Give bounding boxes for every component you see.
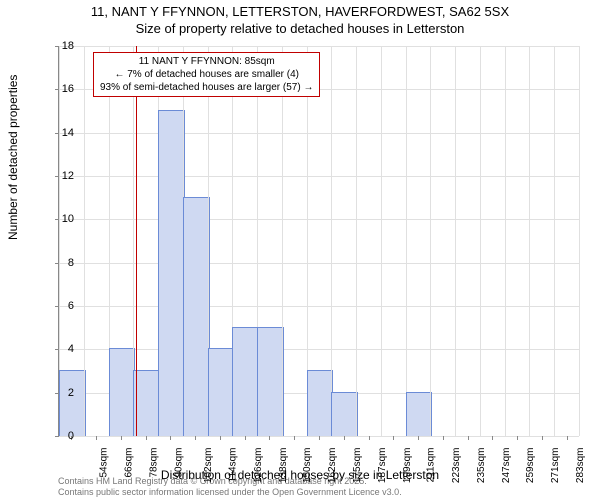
xtick-label: 90sqm <box>173 448 184 478</box>
gridline-v <box>430 46 431 436</box>
xtick-label: 247sqm <box>501 448 512 484</box>
ytick-label: 0 <box>54 430 74 442</box>
gridline-v <box>455 46 456 436</box>
xtick-mark <box>344 436 345 440</box>
xtick-label: 126sqm <box>253 448 264 484</box>
xtick-mark <box>245 436 246 440</box>
title-line-2: Size of property relative to detached ho… <box>136 21 465 36</box>
xtick-mark <box>319 436 320 440</box>
xtick-mark <box>195 436 196 440</box>
xtick-mark <box>294 436 295 440</box>
xtick-label: 54sqm <box>99 448 110 478</box>
xtick-mark <box>418 436 419 440</box>
xtick-mark <box>269 436 270 440</box>
xtick-label: 283sqm <box>575 448 586 484</box>
xtick-label: 259sqm <box>525 448 536 484</box>
xtick-label: 199sqm <box>402 448 413 484</box>
title-line-1: 11, NANT Y FFYNNON, LETTERSTON, HAVERFOR… <box>91 4 509 19</box>
histogram-bar <box>208 348 235 436</box>
ytick-label: 16 <box>54 83 74 95</box>
gridline-v <box>529 46 530 436</box>
gridline-v <box>406 46 407 436</box>
histogram-bar <box>331 392 358 436</box>
histogram-bar <box>232 327 259 436</box>
gridline-h <box>59 133 579 134</box>
xtick-mark <box>393 436 394 440</box>
gridline-v <box>579 46 580 436</box>
xtick-mark <box>220 436 221 440</box>
xtick-label: 78sqm <box>148 448 159 478</box>
xtick-mark <box>96 436 97 440</box>
gridline-h <box>59 46 579 47</box>
xtick-label: 150sqm <box>303 448 314 484</box>
histogram-bar <box>183 197 210 436</box>
footer-line-2: Contains public sector information licen… <box>58 487 402 497</box>
xtick-mark <box>369 436 370 440</box>
chart-title: 11, NANT Y FFYNNON, LETTERSTON, HAVERFOR… <box>0 4 600 38</box>
xtick-label: 66sqm <box>124 448 135 478</box>
xtick-mark <box>542 436 543 440</box>
gridline-v <box>480 46 481 436</box>
xtick-label: 162sqm <box>327 448 338 484</box>
histogram-bar <box>109 348 136 436</box>
gridline-v <box>331 46 332 436</box>
xtick-mark <box>146 436 147 440</box>
xtick-label: 271sqm <box>550 448 561 484</box>
annotation-box: 11 NANT Y FFYNNON: 85sqm← 7% of detached… <box>93 52 320 97</box>
gridline-h <box>59 306 579 307</box>
gridline-v <box>356 46 357 436</box>
xtick-label: 102sqm <box>204 448 215 484</box>
plot-area: 11 NANT Y FFYNNON: 85sqm← 7% of detached… <box>58 46 579 437</box>
ytick-label: 2 <box>54 387 74 399</box>
xtick-label: 235sqm <box>476 448 487 484</box>
annotation-line: 11 NANT Y FFYNNON: 85sqm <box>100 55 313 68</box>
gridline-h <box>59 263 579 264</box>
ytick-label: 10 <box>54 213 74 225</box>
xtick-label: 187sqm <box>377 448 388 484</box>
xtick-mark <box>170 436 171 440</box>
gridline-v <box>282 46 283 436</box>
xtick-label: 175sqm <box>352 448 363 484</box>
reference-line <box>136 46 137 436</box>
xtick-label: 223sqm <box>451 448 462 484</box>
xtick-mark <box>567 436 568 440</box>
histogram-bar <box>59 370 86 436</box>
gridline-v <box>554 46 555 436</box>
ytick-label: 4 <box>54 343 74 355</box>
annotation-line: 93% of semi-detached houses are larger (… <box>100 81 313 94</box>
ytick-label: 14 <box>54 127 74 139</box>
gridline-h <box>59 349 579 350</box>
gridline-h <box>59 176 579 177</box>
xtick-mark <box>443 436 444 440</box>
ytick-label: 8 <box>54 257 74 269</box>
histogram-bar <box>257 327 284 436</box>
ytick-label: 12 <box>54 170 74 182</box>
histogram-bar <box>158 110 185 436</box>
xtick-mark <box>492 436 493 440</box>
gridline-h <box>59 219 579 220</box>
histogram-bar <box>307 370 334 436</box>
chart-container: 11, NANT Y FFYNNON, LETTERSTON, HAVERFOR… <box>0 0 600 500</box>
xtick-label: 114sqm <box>228 448 239 483</box>
gridline-v <box>505 46 506 436</box>
annotation-line: ← 7% of detached houses are smaller (4) <box>100 68 313 81</box>
xtick-mark <box>468 436 469 440</box>
histogram-bar <box>133 370 160 436</box>
y-axis-label: Number of detached properties <box>6 75 20 240</box>
histogram-bar <box>406 392 433 436</box>
xtick-mark <box>121 436 122 440</box>
xtick-label: 211sqm <box>426 448 437 483</box>
gridline-v <box>381 46 382 436</box>
xtick-mark <box>517 436 518 440</box>
gridline-v <box>84 46 85 436</box>
ytick-label: 18 <box>54 40 74 52</box>
ytick-label: 6 <box>54 300 74 312</box>
xtick-label: 138sqm <box>278 448 289 484</box>
